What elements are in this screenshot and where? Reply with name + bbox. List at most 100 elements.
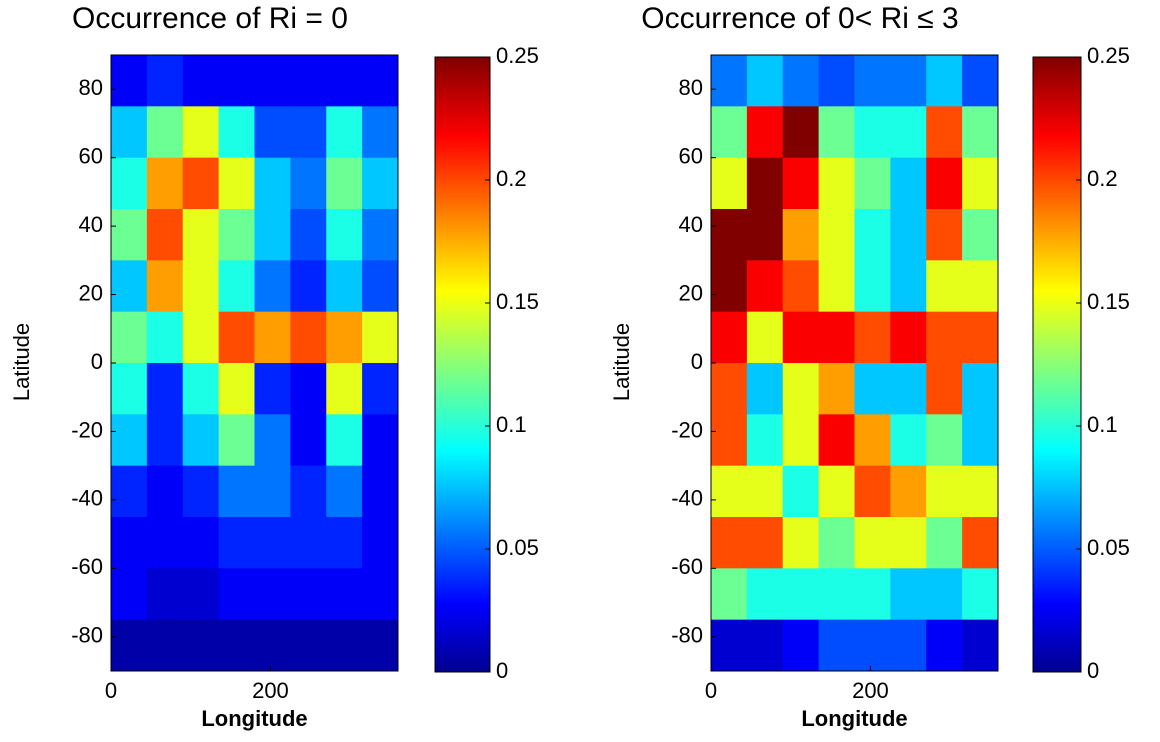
heat-cell — [290, 260, 327, 313]
heat-cell — [854, 619, 891, 672]
heat-cell — [890, 260, 927, 313]
heat-cell — [111, 55, 148, 107]
heat-cell — [854, 414, 891, 467]
heat-cell — [111, 106, 148, 159]
heat-cell — [818, 568, 855, 621]
heat-cell — [362, 363, 399, 415]
heat-cell — [326, 619, 363, 672]
heat-cell — [218, 414, 255, 467]
y-tick-label: -20 — [671, 417, 703, 442]
heat-cell — [962, 414, 999, 467]
heat-cell — [890, 414, 927, 467]
heat-cell — [182, 209, 220, 261]
heat-cell — [146, 363, 184, 415]
heat-cell — [926, 209, 963, 261]
heat-cell — [711, 568, 748, 621]
heat-cell — [290, 311, 327, 364]
heat-cell — [926, 311, 963, 364]
colorbar-tick-label: 0.2 — [1087, 166, 1118, 191]
colorbar-tick-label: 0.15 — [496, 289, 539, 314]
heat-cell — [926, 363, 963, 415]
heat-cell — [782, 363, 820, 415]
heat-cell — [146, 209, 184, 261]
y-tick-label: 0 — [91, 349, 103, 374]
heat-cell — [818, 209, 855, 261]
heat-cell — [254, 260, 291, 313]
heat-cell — [711, 465, 748, 518]
heat-cell — [326, 363, 363, 415]
heat-cell — [111, 414, 148, 467]
heat-cell — [182, 414, 220, 467]
colorbar-tick-label: 0.1 — [1087, 412, 1118, 437]
heat-cell — [326, 311, 363, 364]
heat-cell — [362, 260, 399, 313]
heat-cell — [818, 311, 855, 364]
y-tick-label: -40 — [671, 486, 703, 511]
heat-cell — [146, 260, 184, 313]
heat-cell — [182, 465, 220, 518]
colorbar — [1032, 56, 1082, 673]
heat-cell — [890, 106, 927, 159]
colorbar-tick-label: 0 — [496, 658, 508, 683]
heat-cell — [182, 55, 220, 107]
heat-cell — [290, 209, 327, 261]
heat-cell — [926, 465, 963, 518]
heat-cell — [818, 465, 855, 518]
heat-cell — [890, 568, 927, 621]
heat-cell — [890, 209, 927, 261]
y-tick-label: 40 — [79, 212, 103, 237]
heat-cell — [146, 106, 184, 159]
heat-cell — [182, 619, 220, 672]
heat-cell — [362, 414, 399, 467]
heat-cell — [854, 363, 891, 415]
heat-cell — [962, 363, 999, 415]
heat-cell — [854, 157, 891, 210]
heat-cell — [962, 568, 999, 621]
heat-cell — [290, 55, 327, 107]
heat-cell — [746, 106, 784, 159]
heat-cell — [926, 414, 963, 467]
heat-cell — [782, 414, 820, 467]
heat-cell — [254, 465, 291, 518]
x-tick-label: 200 — [852, 678, 889, 703]
heat-cell — [146, 517, 184, 569]
heat-cell — [362, 517, 399, 569]
heat-cell — [111, 568, 148, 621]
x-tick-label: 200 — [252, 678, 289, 703]
heat-cell — [711, 55, 748, 107]
colorbar-tick-label: 0.25 — [1087, 43, 1130, 68]
heat-cell — [782, 568, 820, 621]
heat-cell — [218, 619, 255, 672]
heat-cell — [146, 568, 184, 621]
heat-cell — [326, 414, 363, 467]
heat-cell — [290, 157, 327, 210]
y-tick-label: 60 — [79, 143, 103, 168]
heat-cell — [254, 619, 291, 672]
heat-cell — [290, 414, 327, 467]
heat-cell — [818, 106, 855, 159]
heat-cell — [962, 260, 999, 313]
heat-cell — [326, 209, 363, 261]
heat-cell — [962, 209, 999, 261]
heat-cell — [711, 260, 748, 313]
heat-cell — [711, 363, 748, 415]
y-tick-label: -20 — [71, 417, 103, 442]
heat-cell — [326, 260, 363, 313]
colorbar-tick-label: 0.05 — [496, 535, 539, 560]
x-tick-label: 0 — [705, 678, 717, 703]
heat-cell — [746, 209, 784, 261]
heat-cell — [111, 619, 148, 672]
heat-cell — [746, 311, 784, 364]
heat-cell — [218, 260, 255, 313]
x-axis-label: Longitude — [201, 706, 307, 731]
y-tick-label: 0 — [691, 349, 703, 374]
heat-cell — [926, 106, 963, 159]
heat-cell — [782, 55, 820, 107]
heat-cell — [218, 209, 255, 261]
heat-cell — [362, 465, 399, 518]
y-tick-label: 20 — [79, 280, 103, 305]
heat-cell — [890, 517, 927, 569]
y-tick-label: 80 — [79, 75, 103, 100]
heat-cell — [854, 106, 891, 159]
heat-cell — [746, 363, 784, 415]
